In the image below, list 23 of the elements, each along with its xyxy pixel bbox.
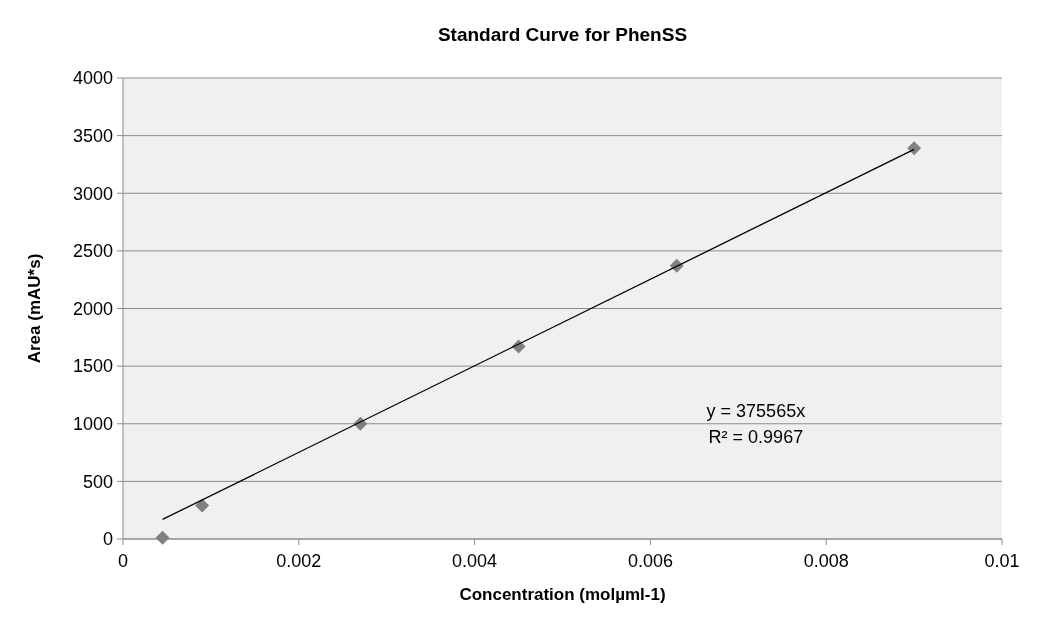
x-tick-label: 0.004 [452,551,498,571]
chart-title: Standard Curve for PhenSS [437,24,688,45]
point [907,141,922,156]
y-tick-label: 1000 [72,414,113,435]
y-tick-label: 4000 [72,68,113,89]
x-tick-label: 0.006 [627,551,673,571]
x-tick-label: 0.008 [803,551,849,571]
x-axis-title: Concentration (molµml-1) [459,585,666,604]
annotation: y = 375565x [706,400,806,421]
x-tick-label: 0 [117,551,129,571]
y-tick-label: 2500 [72,241,113,262]
x-tick-label: 0.01 [984,551,1020,571]
x-tick-label: 0.002 [276,551,322,571]
point [155,530,170,545]
annotation: R² = 0.9967 [708,426,804,447]
y-tick-label: 500 [82,471,113,492]
point [195,498,210,513]
y-tick-label: 0 [102,529,113,550]
y-tick-label: 2000 [72,298,113,319]
y-tick-label: 3000 [72,183,113,204]
y-axis-title: Area (mAU*s) [25,253,44,364]
y-tick-label: 1500 [72,356,113,377]
y-tick-label: 3500 [72,125,113,146]
